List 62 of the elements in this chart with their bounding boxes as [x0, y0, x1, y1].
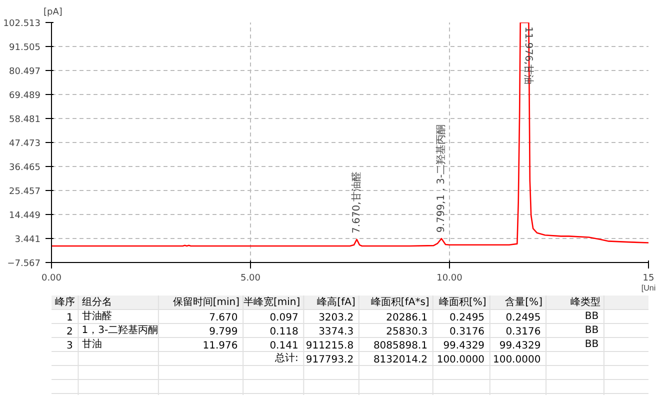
- y-tick-label: −7.567: [7, 259, 41, 269]
- text: 半峰宽[min]: [243, 296, 300, 308]
- y-tick-label: 102.513: [3, 19, 40, 29]
- y-tick-label: 36.465: [9, 163, 41, 173]
- text: 0.3176: [450, 326, 485, 338]
- y-tick-label: 80.497: [9, 67, 41, 77]
- text: 峰面积[%]: [439, 296, 486, 308]
- text: 峰高[fA]: [317, 296, 356, 308]
- text: 25830.3: [386, 326, 428, 338]
- text: 20286.1: [386, 312, 428, 324]
- y-tick-label: 3.441: [14, 235, 40, 245]
- text: 甘油醛: [82, 310, 112, 322]
- annotation: 7.670,甘油醛: [350, 172, 362, 234]
- x-tick-label: 5.00: [240, 274, 261, 284]
- line-series: [52, 22, 648, 247]
- y-tick-label: 25.457: [9, 187, 41, 197]
- text: 1，3-二羟基丙酮: [82, 324, 158, 336]
- text: BB: [584, 311, 599, 322]
- text: 99.4329: [499, 340, 541, 352]
- text: 0.3176: [506, 326, 541, 338]
- text: 9.799: [209, 326, 238, 338]
- text: 峰序: [55, 296, 76, 308]
- text: 3203.2: [318, 312, 354, 324]
- text: 峰面积[fA*s]: [370, 296, 430, 308]
- text: 甘油: [82, 338, 102, 350]
- text: 1: [66, 312, 73, 324]
- y-tick-label: 69.489: [9, 91, 41, 101]
- text: 保留时间[min]: [172, 296, 240, 308]
- y-axis-title: [pA]: [44, 8, 62, 18]
- text: 911215.8: [306, 340, 354, 352]
- text: 总计:: [274, 352, 298, 364]
- text: 0.2495: [450, 312, 485, 324]
- text: 0.097: [270, 312, 298, 324]
- y-tick-label: 14.449: [9, 211, 41, 221]
- text: 8132014.2: [373, 354, 428, 366]
- text: 2: [66, 326, 73, 338]
- text: 峰类型: [570, 296, 600, 308]
- x-tick-label: 10.00: [436, 274, 463, 284]
- y-tick-label: 91.505: [9, 43, 41, 53]
- text: 100.0000: [492, 354, 541, 366]
- text: 0.2495: [506, 312, 541, 324]
- text: 含量[%]: [505, 296, 543, 308]
- text: 3: [66, 340, 73, 352]
- text: 100.0000: [436, 354, 485, 366]
- x-axis-title: [Uni: [641, 284, 656, 292]
- text: BB: [584, 325, 599, 336]
- y-tick-label: 47.473: [9, 139, 41, 149]
- text: BB: [584, 339, 599, 350]
- annotation: 11.976,甘油: [522, 26, 535, 85]
- y-tick-label: 58.481: [9, 115, 41, 125]
- text: 3374.3: [318, 326, 354, 338]
- annotation: 9.799,1，3-二羟基丙酮: [435, 124, 447, 233]
- text: 0.141: [270, 340, 298, 352]
- text: 组分名: [82, 296, 112, 308]
- text: 917793.2: [306, 354, 354, 366]
- x-tick-label: 15: [642, 274, 654, 284]
- text: 99.4329: [443, 340, 485, 352]
- text: 11.976: [202, 340, 238, 352]
- x-tick-label: 0.00: [41, 274, 62, 284]
- text: 8085898.1: [373, 340, 428, 352]
- text: 0.118: [270, 326, 298, 338]
- text: 7.670: [209, 312, 238, 324]
